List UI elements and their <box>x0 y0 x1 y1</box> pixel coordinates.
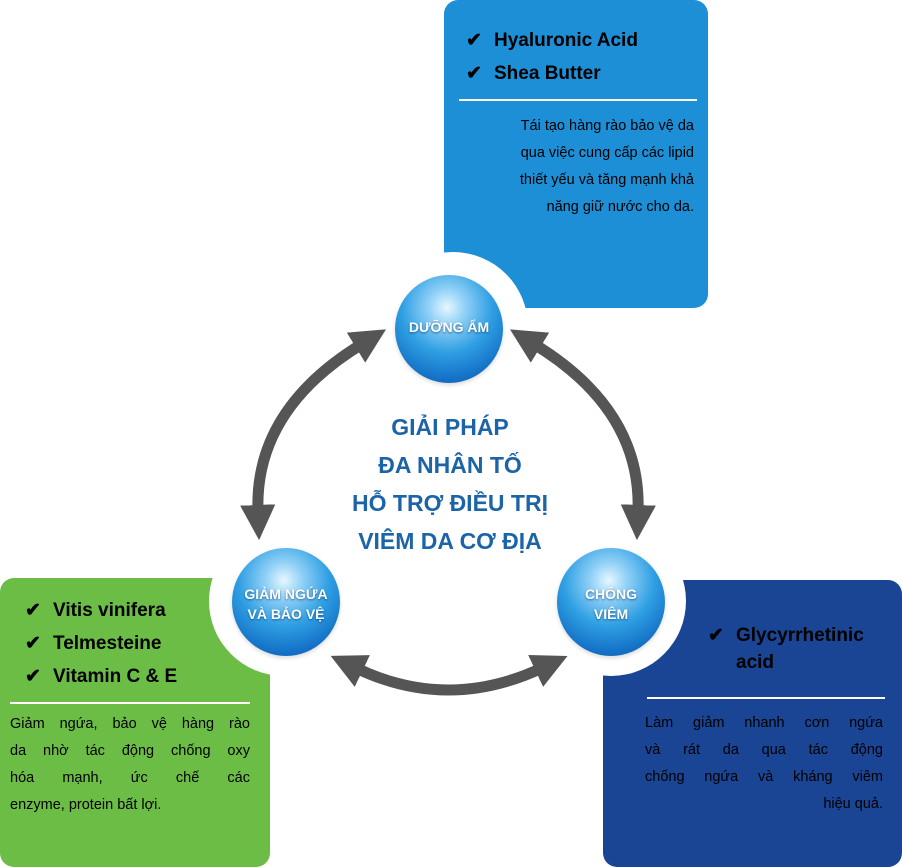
check-icon: ✔ <box>25 600 41 621</box>
moisturize-panel <box>444 0 708 308</box>
check-icon: ✔ <box>25 666 41 687</box>
center-title: GIẢI PHÁP ĐA NHÂN TỐ HỖ TRỢ ĐIỀU TRỊ VIÊ… <box>352 414 548 554</box>
right-divider <box>647 697 885 699</box>
top-divider <box>459 99 697 101</box>
arrow-left-arc <box>240 329 387 541</box>
anti-inflammation-node <box>557 548 665 656</box>
check-icon: ✔ <box>466 63 482 84</box>
list-item: ✔ Glycyrrhetinic <box>708 622 864 649</box>
left-ingredient-list: ✔ Vitis vinifera ✔ Telmesteine ✔ Vitamin C … <box>25 594 177 693</box>
list-item: ✔ Vitis vinifera <box>25 594 177 627</box>
itch-relief-node-label: GIẢM NGỨA VÀ BẢO VỆ <box>244 586 328 622</box>
left-divider <box>10 702 250 704</box>
list-item: ✔ Telmesteine <box>25 627 177 660</box>
check-icon: ✔ <box>466 30 482 51</box>
arrow-bottom-arc <box>330 655 568 696</box>
left-description: Giảm ngứa, bảo vệ hàng rào da nhờ tác độ… <box>10 716 250 813</box>
moisturize-node-label: DƯỠNG ẨM <box>408 319 490 335</box>
list-item: ✔ Shea Butter <box>466 57 638 90</box>
arrow-right-arc <box>509 329 656 541</box>
moisturize-node <box>395 275 503 383</box>
top-description: Tái tạo hàng rào bảo vệ da qua việc cung… <box>519 118 694 215</box>
right-description: Làm giảm nhanh cơn ngứa và rát da qua tá… <box>645 715 883 812</box>
itch-relief-node <box>232 548 340 656</box>
check-icon: ✔ <box>708 625 724 646</box>
check-icon: ✔ <box>25 633 41 654</box>
top-ingredient-list: ✔ Hyaluronic Acid ✔ Shea Butter <box>466 24 638 90</box>
anti-inflammation-node-label: CHỐNG VIÊM <box>584 586 638 622</box>
list-item: ✔ Vitamin C & E <box>25 660 177 693</box>
right-ingredient-list: ✔ Glycyrrhetinic acid <box>708 622 864 676</box>
list-item: ✔ Hyaluronic Acid <box>466 24 638 57</box>
